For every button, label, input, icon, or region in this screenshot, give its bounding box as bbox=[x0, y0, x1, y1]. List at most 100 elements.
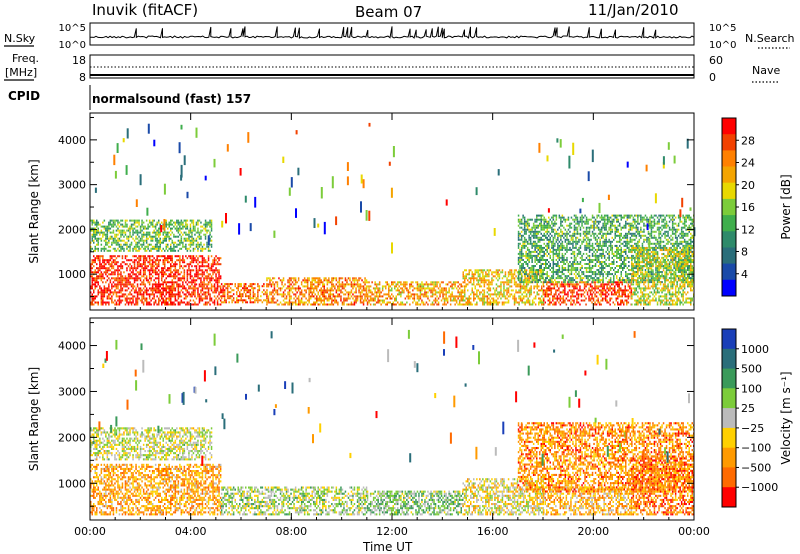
power-cell bbox=[275, 301, 277, 304]
power-cell bbox=[537, 224, 539, 227]
power-cell bbox=[516, 277, 519, 280]
power-cell bbox=[153, 279, 155, 282]
power-cell bbox=[464, 269, 466, 272]
power-cell bbox=[560, 236, 562, 239]
power-cell bbox=[176, 269, 178, 272]
power-cell bbox=[171, 257, 173, 260]
power-cell bbox=[579, 293, 581, 296]
power-cell bbox=[276, 283, 279, 286]
power-cell bbox=[576, 293, 578, 296]
power-cell bbox=[331, 297, 333, 300]
power-cell bbox=[344, 277, 347, 280]
power-cell bbox=[94, 259, 96, 262]
power-cell bbox=[570, 226, 573, 229]
power-cell bbox=[112, 225, 115, 228]
power-cell bbox=[523, 216, 526, 219]
power-cell bbox=[539, 246, 541, 249]
power-cell bbox=[223, 285, 226, 288]
power-cell bbox=[319, 279, 321, 282]
power-cell bbox=[544, 295, 546, 298]
power-cell bbox=[400, 281, 402, 284]
power-cell bbox=[204, 237, 207, 240]
power-cell bbox=[203, 281, 205, 284]
power-cell bbox=[452, 281, 455, 284]
power-cell bbox=[369, 297, 372, 300]
power-cell bbox=[185, 245, 187, 248]
power-cell bbox=[213, 289, 216, 292]
power-cell bbox=[189, 257, 192, 260]
power-cell bbox=[97, 227, 99, 230]
power-cell bbox=[204, 259, 207, 262]
power-cell bbox=[132, 249, 134, 252]
power-cell bbox=[148, 235, 151, 238]
power-cell bbox=[288, 303, 291, 306]
power-cell bbox=[568, 283, 571, 286]
power-cell bbox=[257, 283, 259, 286]
power-cell bbox=[191, 279, 193, 282]
power-cell bbox=[106, 243, 109, 246]
power-cell bbox=[531, 265, 533, 267]
power-cell bbox=[546, 238, 548, 241]
power-cell bbox=[563, 267, 565, 269]
power-cell bbox=[445, 295, 447, 298]
power-cell bbox=[141, 235, 143, 238]
power-cell bbox=[623, 301, 625, 304]
power-cell bbox=[206, 241, 208, 244]
power-cell bbox=[120, 273, 122, 276]
power-cell bbox=[189, 295, 192, 298]
power-cell bbox=[174, 227, 177, 230]
power-cell bbox=[575, 242, 577, 245]
power-cell bbox=[359, 301, 362, 304]
power-cell bbox=[551, 234, 553, 237]
power-cell bbox=[601, 285, 604, 288]
power-cell bbox=[323, 295, 325, 298]
power-cell bbox=[592, 297, 595, 300]
power-cell bbox=[200, 281, 202, 284]
power-cell bbox=[310, 283, 312, 286]
power-cell bbox=[204, 221, 207, 224]
power-cell bbox=[332, 285, 335, 288]
power-cell bbox=[144, 259, 146, 262]
power-cell bbox=[400, 291, 402, 294]
power-cell bbox=[338, 289, 341, 292]
power-cell bbox=[446, 297, 449, 300]
power-cell bbox=[371, 291, 373, 294]
power-cell bbox=[133, 247, 136, 250]
power-cell bbox=[209, 273, 211, 276]
power-cell bbox=[108, 227, 110, 230]
power-cell bbox=[436, 299, 438, 302]
power-cell bbox=[510, 269, 513, 272]
power-cell bbox=[124, 233, 127, 236]
power-cell bbox=[335, 277, 338, 280]
power-cell bbox=[206, 283, 208, 286]
power-cell bbox=[400, 301, 402, 304]
power-cell bbox=[170, 263, 172, 266]
power-cell bbox=[561, 244, 564, 247]
power-cell bbox=[151, 271, 154, 274]
power-cell bbox=[234, 285, 236, 288]
power-cell bbox=[486, 301, 489, 304]
power-cell bbox=[519, 238, 521, 241]
power-cell bbox=[94, 235, 96, 238]
power-cell bbox=[630, 287, 633, 290]
power-cell bbox=[529, 230, 532, 233]
power-cell bbox=[346, 303, 348, 306]
power-cell bbox=[554, 263, 556, 265]
power-cell bbox=[549, 250, 551, 253]
power-cell bbox=[494, 291, 496, 294]
power-cell bbox=[359, 299, 362, 302]
power-cell bbox=[528, 222, 530, 225]
power-cell bbox=[477, 279, 480, 282]
power-cell bbox=[156, 273, 158, 276]
power-cell bbox=[451, 293, 453, 296]
power-cell bbox=[543, 293, 545, 296]
power-cell bbox=[549, 289, 551, 292]
power-cell bbox=[378, 299, 381, 302]
power-cell bbox=[216, 269, 219, 272]
power-cell bbox=[558, 271, 561, 273]
power-cell bbox=[515, 283, 517, 286]
power-cell bbox=[563, 216, 565, 219]
power-cell bbox=[542, 234, 544, 237]
power-cell bbox=[552, 271, 555, 273]
power-cell bbox=[334, 295, 336, 298]
